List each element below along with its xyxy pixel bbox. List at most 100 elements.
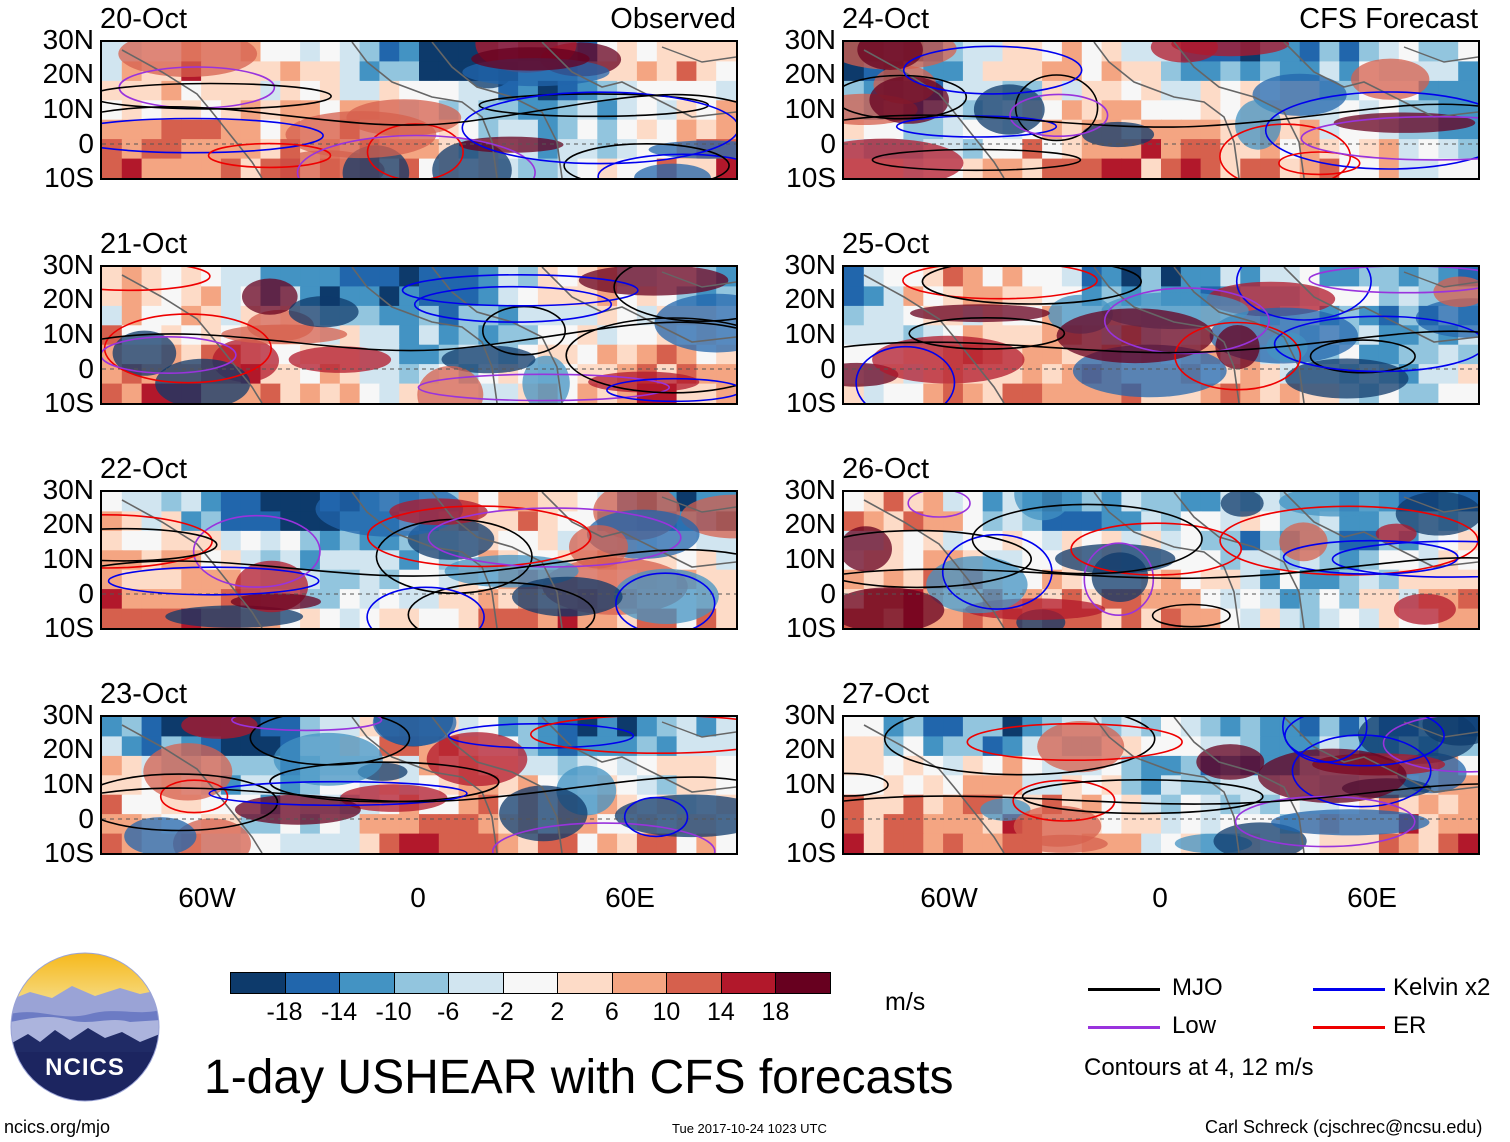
latitude-tick-label: 10N	[784, 543, 836, 574]
latitude-tick-label: 10N	[42, 93, 94, 124]
colorbar-swatch	[666, 972, 722, 994]
latitude-tick-label: 0	[78, 128, 94, 159]
panel-date: 21-Oct	[100, 228, 188, 260]
legend-line-low	[1088, 1026, 1160, 1029]
map-panel-22-Oct	[100, 490, 738, 630]
latitude-tick-label: 20N	[42, 58, 94, 89]
longitude-tick-label: 60W	[178, 882, 236, 913]
latitude-tick-label: 10S	[44, 837, 94, 868]
colorbar-label: 18	[761, 998, 790, 1026]
legend-line-er	[1313, 1026, 1385, 1029]
legend-label: MJO	[1172, 974, 1223, 1001]
latitude-tick-label: 10N	[784, 318, 836, 349]
latitude-tick-label: 20N	[42, 733, 94, 764]
observed-label: Observed	[610, 3, 736, 35]
colorbar-swatch	[284, 972, 341, 994]
latitude-tick-label: 10N	[784, 93, 836, 124]
latitude-tick-label: 20N	[784, 508, 836, 539]
colorbar-swatch	[339, 972, 395, 994]
latitude-tick-label: 10S	[44, 612, 94, 643]
colorbar-label: 6	[604, 998, 619, 1026]
latitude-tick-label: 20N	[42, 283, 94, 314]
legend-label: Kelvin x2	[1393, 974, 1491, 1001]
longitude-tick-label: 60W	[920, 882, 978, 913]
latitude-tick-label: 10N	[42, 543, 94, 574]
panel-date: 25-Oct	[842, 228, 930, 260]
colorbar-swatch	[720, 972, 777, 994]
latitude-tick-label: 0	[820, 803, 836, 834]
map-panel-20-Oct	[100, 40, 738, 180]
colorbar-swatch	[611, 972, 668, 994]
latitude-tick-label: 0	[78, 803, 94, 834]
forecast-label: CFS Forecast	[1299, 3, 1478, 35]
legend-line-mjo	[1088, 988, 1160, 991]
latitude-tick-label: 30N	[784, 249, 836, 280]
longitude-tick-label: 0	[410, 882, 426, 913]
website-link[interactable]: ncics.org/mjo	[4, 1117, 111, 1137]
colorbar-swatch	[393, 972, 450, 994]
colorbar-label: 14	[707, 998, 735, 1026]
latitude-tick-label: 30N	[784, 474, 836, 505]
colorbar-label: -18	[266, 998, 303, 1026]
longitude-tick-label: 60E	[1347, 882, 1397, 913]
latitude-tick-label: 20N	[784, 58, 836, 89]
chart-title: 1-day USHEAR with CFS forecasts	[204, 1051, 954, 1104]
latitude-tick-label: 10N	[42, 318, 94, 349]
longitude-tick-label: 0	[1152, 882, 1168, 913]
colorbar-swatch	[448, 972, 504, 994]
ncics-logo	[10, 952, 160, 1102]
colorbar-label: 2	[550, 998, 565, 1026]
latitude-tick-label: 10S	[44, 162, 94, 193]
latitude-tick-label: 0	[78, 578, 94, 609]
legend-label: Low	[1172, 1012, 1217, 1039]
panel-date: 20-Oct	[100, 3, 188, 35]
colorbar-label: -2	[491, 998, 514, 1026]
map-panel-25-Oct	[842, 265, 1480, 405]
panel-date: 22-Oct	[100, 453, 188, 485]
latitude-tick-label: 30N	[42, 474, 94, 505]
latitude-tick-label: 10N	[784, 768, 836, 799]
latitude-tick-label: 30N	[42, 249, 94, 280]
latitude-tick-label: 20N	[784, 733, 836, 764]
panel-date: 24-Oct	[842, 3, 930, 35]
logo-text: NCICS	[45, 1054, 125, 1081]
latitude-tick-label: 0	[820, 128, 836, 159]
colorbar-label: -6	[437, 998, 460, 1026]
latitude-tick-label: 20N	[784, 283, 836, 314]
latitude-tick-label: 10N	[42, 768, 94, 799]
longitude-tick-label: 60E	[605, 882, 655, 913]
latitude-tick-label: 30N	[42, 699, 94, 730]
contour-note: Contours at 4, 12 m/s	[1084, 1054, 1314, 1081]
latitude-tick-label: 10S	[786, 837, 836, 868]
colorbar-label: 10	[652, 998, 681, 1026]
colorbar-swatch	[230, 972, 286, 994]
units-label: m/s	[885, 988, 926, 1016]
panel-date: 27-Oct	[842, 678, 930, 710]
latitude-tick-label: 30N	[784, 24, 836, 55]
colorbar-label: -10	[375, 998, 412, 1026]
map-panel-26-Oct	[842, 490, 1480, 630]
latitude-tick-label: 30N	[784, 699, 836, 730]
latitude-tick-label: 0	[820, 578, 836, 609]
latitude-tick-label: 0	[820, 353, 836, 384]
colorbar-label: -14	[321, 998, 358, 1026]
latitude-tick-label: 10S	[786, 162, 836, 193]
latitude-tick-label: 10S	[786, 612, 836, 643]
map-panel-23-Oct	[100, 715, 738, 855]
latitude-tick-label: 0	[78, 353, 94, 384]
latitude-tick-label: 10S	[786, 387, 836, 418]
latitude-tick-label: 10S	[44, 387, 94, 418]
map-panel-24-Oct	[842, 40, 1480, 180]
map-panel-21-Oct	[100, 265, 738, 405]
legend-label: ER	[1393, 1012, 1427, 1039]
colorbar-swatch	[557, 972, 613, 994]
legend-line-kelvin-x2	[1313, 988, 1385, 991]
latitude-tick-label: 20N	[42, 508, 94, 539]
map-panel-27-Oct	[842, 715, 1480, 855]
panel-date: 26-Oct	[842, 453, 930, 485]
panel-date: 23-Oct	[100, 678, 188, 710]
author-credit: Carl Schreck (cjschrec@ncsu.edu)	[1205, 1117, 1483, 1137]
timestamp: Tue 2017-10-24 1023 UTC	[672, 1121, 827, 1136]
colorbar-swatch	[775, 972, 831, 994]
colorbar-swatch	[502, 972, 559, 994]
